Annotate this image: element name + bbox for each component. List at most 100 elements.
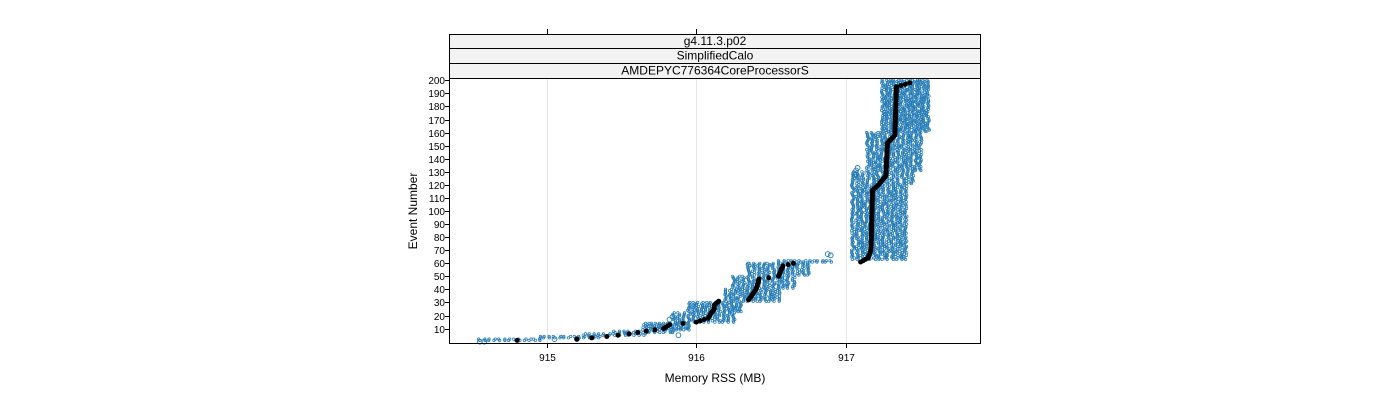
run-point (905, 214, 909, 218)
run-point (529, 337, 533, 341)
run-point (596, 332, 601, 336)
run-point (913, 159, 918, 163)
run-point (913, 87, 917, 92)
run-point (728, 294, 732, 298)
run-point (741, 299, 746, 303)
run-point (881, 125, 885, 130)
run-point (880, 238, 884, 242)
run-point (669, 328, 673, 332)
run-point (688, 300, 692, 305)
run-point (896, 78, 901, 82)
run-point (901, 98, 905, 102)
run-point (884, 113, 889, 118)
run-point (891, 174, 896, 178)
run-point (653, 321, 657, 325)
run-point (910, 144, 915, 148)
y-tick-label: 140 (428, 155, 445, 166)
strip-2: SimplifiedCalo (449, 48, 981, 64)
run-point (864, 217, 869, 221)
run-point (786, 259, 790, 263)
run-point (812, 259, 816, 263)
run-point (876, 236, 880, 240)
run-point (865, 179, 870, 183)
run-point (688, 304, 692, 308)
run-point (705, 300, 709, 305)
run-point (763, 291, 768, 295)
median-point (626, 331, 632, 337)
y-tick-label: 100 (428, 207, 445, 218)
run-point (885, 222, 889, 226)
run-point (752, 265, 756, 269)
runs-series (477, 78, 931, 345)
run-point (801, 260, 805, 264)
run-point (731, 294, 736, 298)
run-point (850, 231, 854, 235)
y-tick-label: 50 (434, 272, 446, 283)
run-point (790, 278, 795, 282)
run-point (718, 319, 722, 323)
run-point (873, 159, 877, 163)
run-point (676, 316, 680, 320)
run-point (740, 274, 744, 278)
run-point (715, 316, 720, 320)
run-point (766, 266, 770, 271)
run-outlier-point (854, 165, 861, 171)
run-point (882, 102, 886, 106)
median-point (693, 319, 699, 325)
y-tick-label: 120 (428, 181, 445, 192)
x-tick-label: 915 (539, 353, 556, 364)
run-point (775, 281, 779, 285)
run-point (782, 260, 786, 264)
run-outlier-point (675, 332, 682, 339)
run-point (906, 132, 910, 136)
run-point (601, 332, 606, 336)
run-point (676, 311, 680, 315)
run-point (695, 300, 700, 305)
run-point (893, 167, 898, 171)
run-point (865, 196, 869, 200)
run-point (880, 257, 884, 261)
run-point (905, 172, 909, 176)
run-point (865, 212, 870, 216)
run-point (913, 106, 917, 110)
run-point (876, 242, 881, 246)
run-point (904, 200, 908, 204)
run-point (917, 78, 922, 82)
run-point (849, 248, 854, 252)
run-point (868, 184, 872, 188)
run-point (790, 277, 795, 281)
median-point (785, 262, 791, 268)
run-point (876, 168, 880, 173)
y-tick-label: 40 (434, 285, 446, 296)
run-point (881, 129, 885, 133)
run-point (895, 148, 899, 152)
run-point (864, 185, 868, 190)
run-point (777, 298, 781, 302)
run-point (872, 256, 876, 260)
run-point (547, 336, 551, 340)
run-point (918, 128, 922, 132)
run-point (898, 202, 902, 207)
run-point (727, 306, 732, 310)
run-point (902, 149, 906, 153)
run-point (677, 319, 682, 323)
run-point (873, 150, 878, 154)
run-point (731, 320, 736, 324)
run-point (592, 332, 596, 336)
y-tick-label: 170 (428, 116, 445, 127)
run-point (850, 229, 854, 233)
y-tick-label: 200 (428, 76, 445, 87)
run-point (891, 148, 895, 152)
run-point (891, 151, 896, 156)
strip-label-1: g4.11.3.p02 (684, 34, 747, 48)
run-point (805, 263, 810, 267)
run-point (524, 337, 528, 341)
y-tick-label: 180 (428, 102, 445, 113)
run-point (776, 259, 781, 263)
run-point (722, 306, 726, 310)
run-point (900, 151, 905, 156)
run-point (889, 238, 893, 242)
run-point (617, 329, 622, 333)
run-point (899, 145, 904, 149)
